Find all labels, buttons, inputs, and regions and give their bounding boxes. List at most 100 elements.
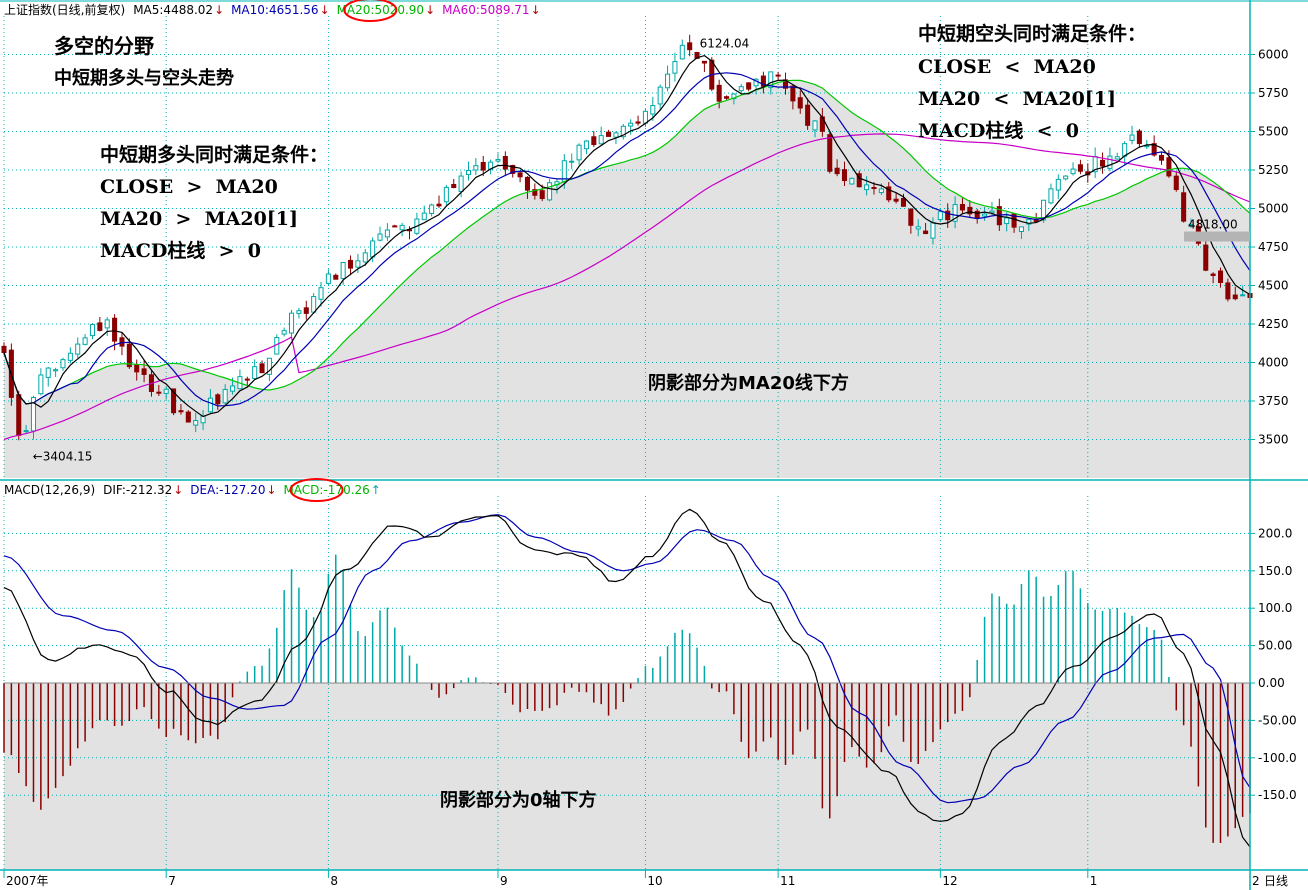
candle-body [318,287,324,300]
candle-body [576,144,582,161]
candle-body [915,226,921,230]
candle-body [606,131,612,137]
candle-body [1011,213,1017,228]
candle-body [325,273,331,284]
candle-body [849,177,855,185]
price-legend-arrow: ↓ [425,3,435,17]
x-tick-label: 9 [500,874,508,888]
candle-body [333,274,339,280]
candle-body [650,105,656,115]
x-axis-unit-label: 日线 [1264,874,1288,888]
candle-body [495,159,501,162]
macd-legend-arrow: ↓ [173,483,183,497]
price-legend-arrow: ↓ [214,3,224,17]
candle-body [30,397,37,432]
x-tick-label: 7 [168,874,176,888]
candle-body [266,357,272,375]
price-shade-polygon [4,80,1250,479]
x-tick-label: 2 [1252,874,1260,888]
candle-body [185,411,191,423]
candle-body [1144,145,1150,148]
candle-body [583,140,589,150]
candle-body [1210,273,1216,276]
candle-body [974,210,980,219]
bear-heading: 中短期空头同时满足条件： [918,22,1146,45]
candle-body [923,230,929,235]
grid-lines [3,16,1251,870]
x-tick-label: 10 [647,874,662,888]
macd-legend-item: DIF:-212.32 [103,483,172,497]
candle-body [930,222,936,239]
candle-body [864,184,870,191]
candle-body [805,104,811,126]
candle-body [451,183,457,189]
candle-body [1181,192,1187,222]
candle-body [1122,143,1128,157]
candle-body [760,75,766,87]
current-price-band [1184,231,1250,242]
candle-body [724,96,730,99]
candle-body [252,366,258,380]
macd-tick-label: 200.0 [1258,526,1292,540]
price-tick-label: 3500 [1258,433,1289,447]
candle-body [687,42,693,51]
candle-body [502,156,508,170]
candle-body [841,169,848,182]
low-marker-label: ←3404.15 [33,449,93,463]
macd-shade-note: 阴影部分为0轴下方 [440,789,597,811]
price-tick-label: 5250 [1258,163,1289,177]
candle-body [377,233,383,241]
candle-body [908,208,914,226]
candle-body [613,132,619,138]
candle-body [524,176,530,191]
candle-body [1188,224,1194,227]
annotation-subtitle: 中短期多头与空头走势 [54,67,234,89]
candle-body [171,388,177,414]
candle-body [937,211,943,221]
candle-body [1240,294,1246,297]
candle-body [23,430,29,433]
price-legend-item: MA20:5020.90 [337,3,425,17]
macd-tick-label: -150.0 [1258,788,1297,802]
candle-body [1129,134,1135,141]
legend: 上证指数(日线,前复权) MA5:4488.02 ↓ MA10:4651.56 ↓ MA2… [4,0,541,502]
candle-body [296,310,302,314]
bear-condition-3: MACD柱线 < 0 [918,119,1079,142]
candle-body [1041,199,1047,221]
macd-tick-label: -100.0 [1258,751,1297,765]
candle-body [701,60,707,64]
macd-legend-item: MACD:-170.26 [283,483,369,497]
bear-condition-1: CLOSE < MA20 [918,56,1096,78]
candle-body [458,175,464,192]
candle-body [886,186,892,201]
candle-body [384,229,390,238]
macd-bars [3,554,1251,843]
price-legend-item: MA60:5089.71 [442,3,530,17]
candle-body [539,190,545,200]
price-tick-label: 5750 [1258,86,1289,100]
candle-body [370,240,376,258]
candle-body [1151,143,1157,156]
candle-body [768,71,774,89]
macd-tick-label: 0.00 [1258,676,1285,690]
candle-body [89,324,96,337]
candle-body [642,110,648,124]
candle-body [82,337,88,345]
candle-body [569,160,575,163]
macd-legend-item: DEA:-127.20 [190,483,265,497]
candle-body [97,322,103,331]
x-tick-label: 8 [330,874,338,888]
candle-body [392,225,398,228]
candle-body [1063,175,1069,180]
candle-body [790,85,796,102]
x-tick-label: 1 [1090,874,1098,888]
x-tick-label: 11 [780,874,795,888]
candle-body [303,307,309,314]
annotation-title: 多空的分野 [54,34,154,58]
price-tick-label: 4500 [1258,279,1289,293]
macd-shade-rect [4,683,1250,870]
candle-body [672,61,678,74]
candle-body [1055,178,1061,191]
macd-legend-arrow: ↑ [371,483,381,497]
candle-body [163,388,169,394]
